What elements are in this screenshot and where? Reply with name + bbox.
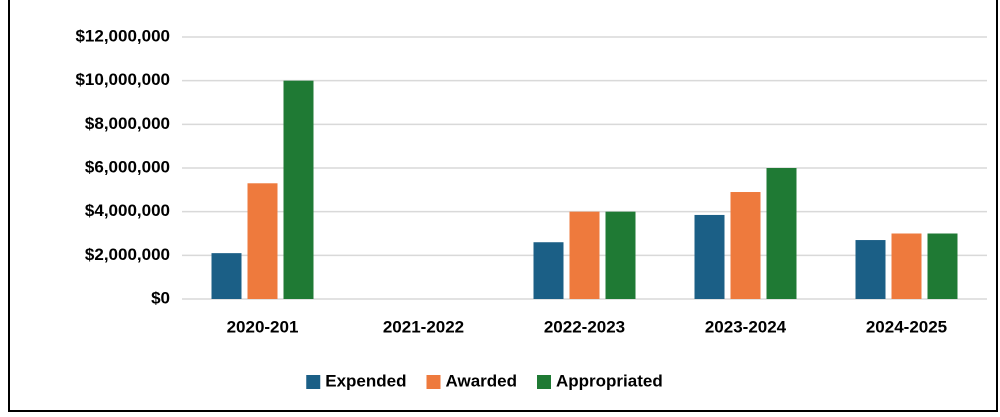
x-tick-label: 2020-201 [227, 317, 299, 336]
bar [283, 80, 314, 300]
y-tick-label: $4,000,000 [85, 201, 170, 220]
bar [569, 211, 600, 299]
y-tick-label: $0 [151, 288, 170, 307]
x-tick-label: 2021-2022 [383, 317, 464, 336]
bar [730, 192, 761, 299]
legend-label: Awarded [446, 371, 518, 390]
y-tick-label: $6,000,000 [85, 157, 170, 176]
bar [891, 233, 922, 299]
bar [211, 253, 242, 299]
bar [694, 214, 725, 299]
legend-label: Expended [325, 371, 406, 390]
bar [533, 242, 564, 299]
bar [855, 240, 886, 299]
legend-swatch [426, 375, 441, 389]
x-tick-label: 2023-2024 [705, 317, 787, 336]
y-tick-label: $10,000,000 [75, 70, 170, 89]
legend-swatch [306, 375, 321, 389]
legend-swatch [537, 375, 551, 389]
x-tick-label: 2022-2023 [544, 317, 625, 336]
legend-label: Appropriated [556, 371, 663, 390]
x-tick-label: 2024-2025 [866, 317, 947, 336]
bar [927, 233, 958, 299]
y-tick-label: $8,000,000 [85, 114, 170, 133]
y-tick-label: $2,000,000 [85, 245, 170, 264]
bar [605, 211, 636, 299]
bar [247, 183, 278, 299]
bar [766, 168, 797, 299]
y-tick-label: $12,000,000 [75, 26, 170, 45]
chart-border [8, 0, 998, 412]
